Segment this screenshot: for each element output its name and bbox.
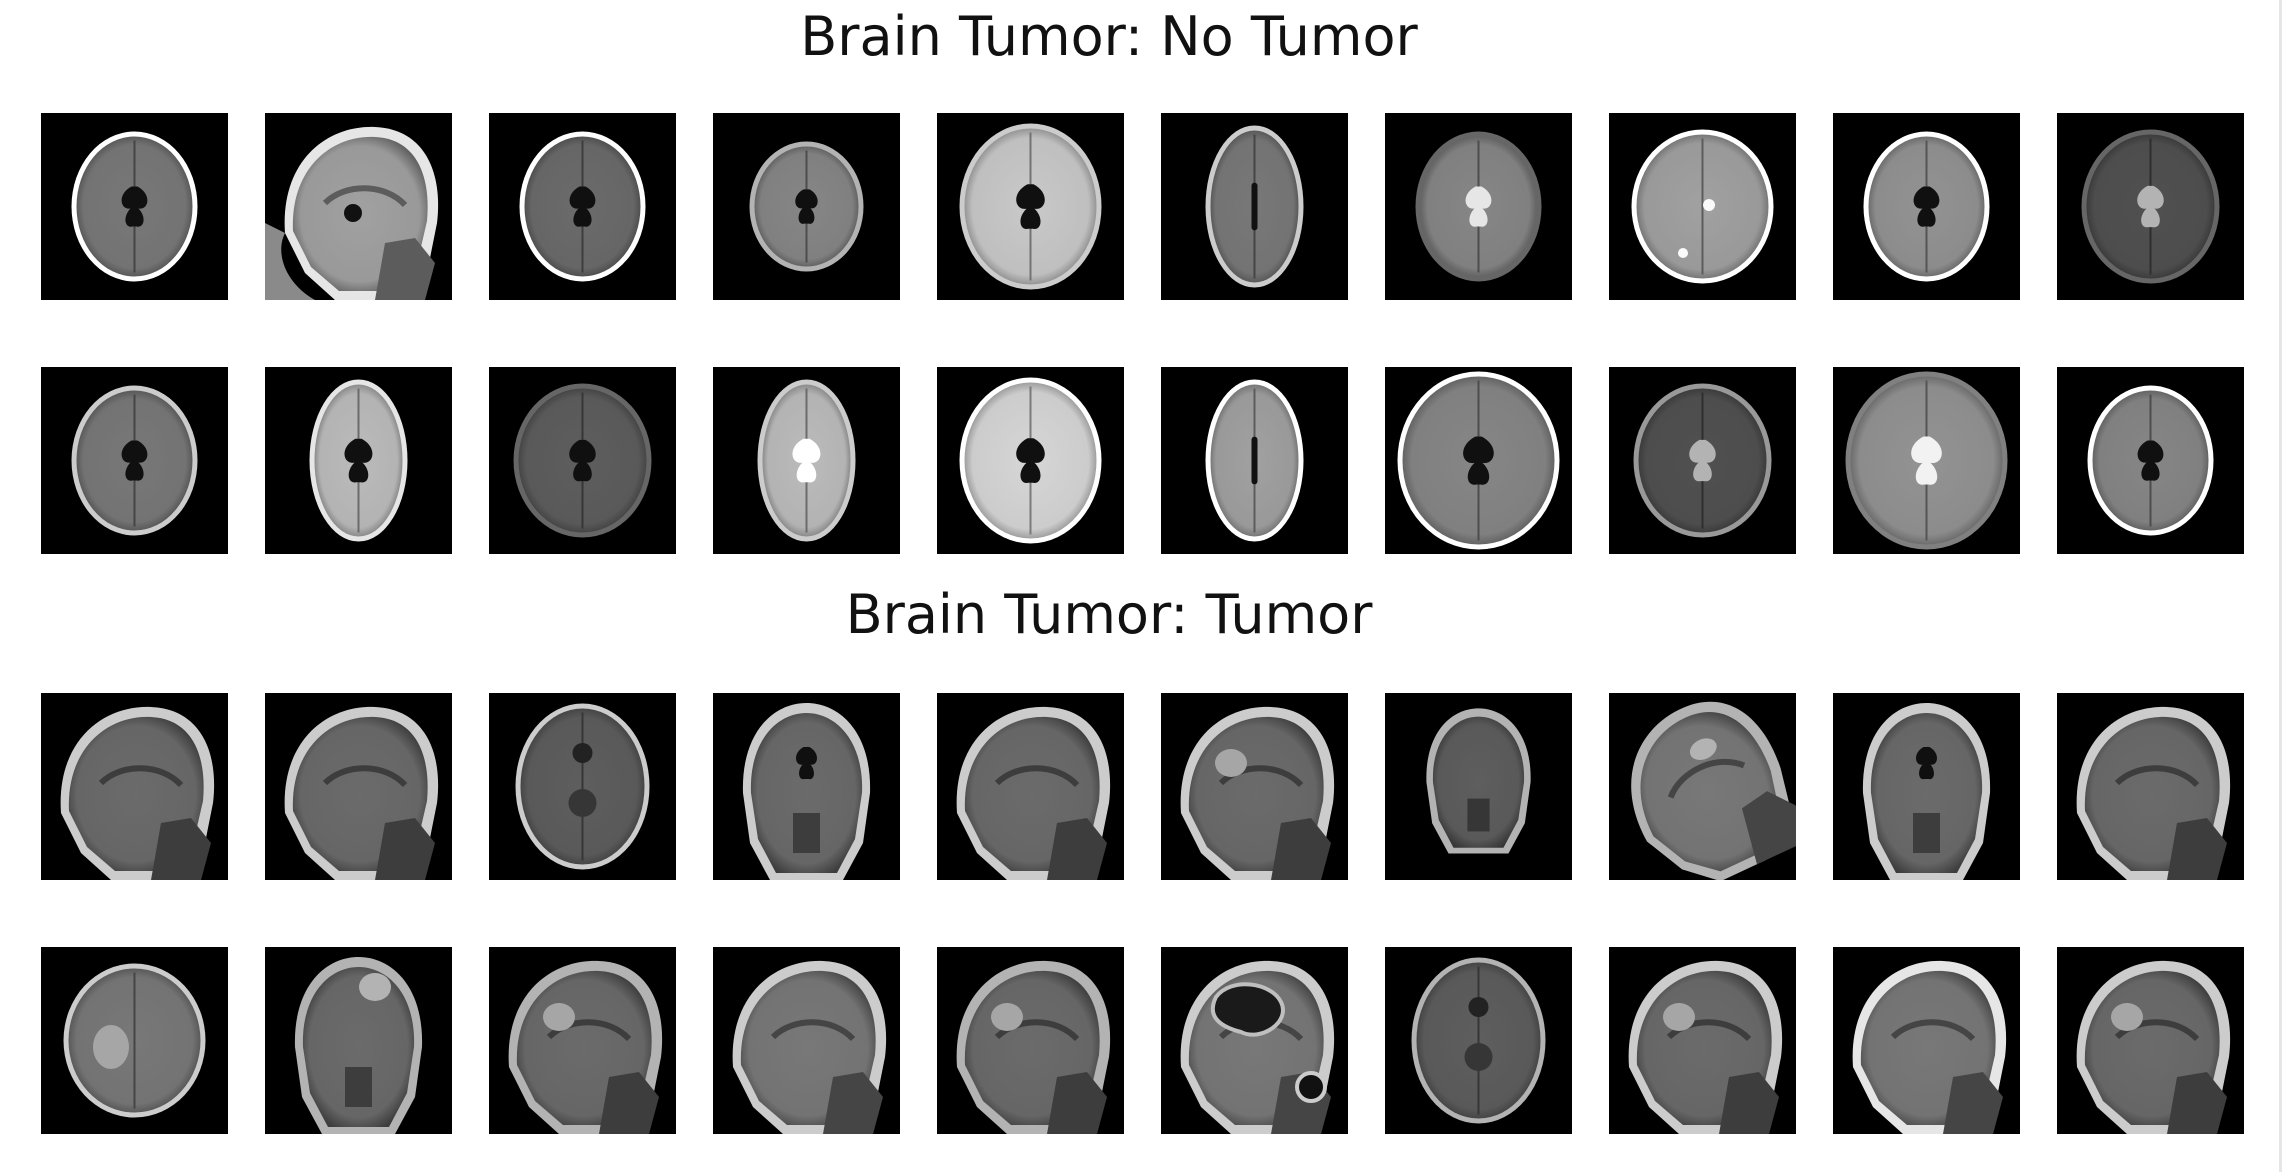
mri-scan-no-tumor — [1161, 113, 1348, 300]
mri-scan-no-tumor — [937, 367, 1124, 554]
figure-right-edge — [2279, 0, 2282, 1172]
mri-scan-no-tumor — [41, 113, 228, 300]
mri-scan-tumor — [41, 693, 228, 880]
mri-scan-tumor — [489, 947, 676, 1134]
mri-scan-no-tumor — [2057, 367, 2244, 554]
section-title-tumor: Brain Tumor: Tumor — [845, 583, 1373, 646]
section-title-no-tumor: Brain Tumor: No Tumor — [800, 5, 1418, 68]
mri-scan-tumor — [1385, 947, 1572, 1134]
image-row — [41, 947, 2244, 1134]
mri-scan-tumor — [1161, 947, 1348, 1134]
mri-scan-no-tumor — [1609, 367, 1796, 554]
mri-scan-tumor — [1833, 947, 2020, 1134]
image-row — [41, 367, 2244, 554]
mri-scan-no-tumor — [1833, 367, 2020, 554]
image-grid-tumor — [41, 693, 2244, 1134]
mri-scan-no-tumor — [1161, 367, 1348, 554]
mri-scan-no-tumor — [713, 113, 900, 300]
mri-scan-tumor — [1161, 693, 1348, 880]
mri-scan-no-tumor — [1609, 113, 1796, 300]
mri-scan-no-tumor — [41, 367, 228, 554]
mri-scan-no-tumor — [265, 367, 452, 554]
mri-scan-tumor — [1609, 947, 1796, 1134]
mri-scan-tumor — [2057, 947, 2244, 1134]
mri-scan-tumor — [937, 693, 1124, 880]
mri-scan-no-tumor — [1385, 367, 1572, 554]
image-row — [41, 113, 2244, 300]
mri-scan-tumor — [265, 693, 452, 880]
mri-scan-tumor — [713, 693, 900, 880]
mri-scan-tumor — [1833, 693, 2020, 880]
mri-scan-no-tumor — [937, 113, 1124, 300]
mri-scan-tumor — [937, 947, 1124, 1134]
mri-scan-no-tumor — [489, 367, 676, 554]
mri-scan-tumor — [1609, 693, 1796, 880]
mri-scan-tumor — [2057, 693, 2244, 880]
mri-scan-no-tumor — [713, 367, 900, 554]
mri-scan-tumor — [489, 693, 676, 880]
mri-scan-tumor — [713, 947, 900, 1134]
image-grid-no-tumor — [41, 113, 2244, 554]
mri-scan-no-tumor — [489, 113, 676, 300]
mri-scan-no-tumor — [1385, 113, 1572, 300]
mri-scan-no-tumor — [2057, 113, 2244, 300]
mri-scan-tumor — [265, 947, 452, 1134]
image-row — [41, 693, 2244, 880]
mri-scan-tumor — [1385, 693, 1572, 880]
mri-scan-no-tumor — [265, 113, 452, 300]
mri-scan-no-tumor — [1833, 113, 2020, 300]
mri-scan-tumor — [41, 947, 228, 1134]
